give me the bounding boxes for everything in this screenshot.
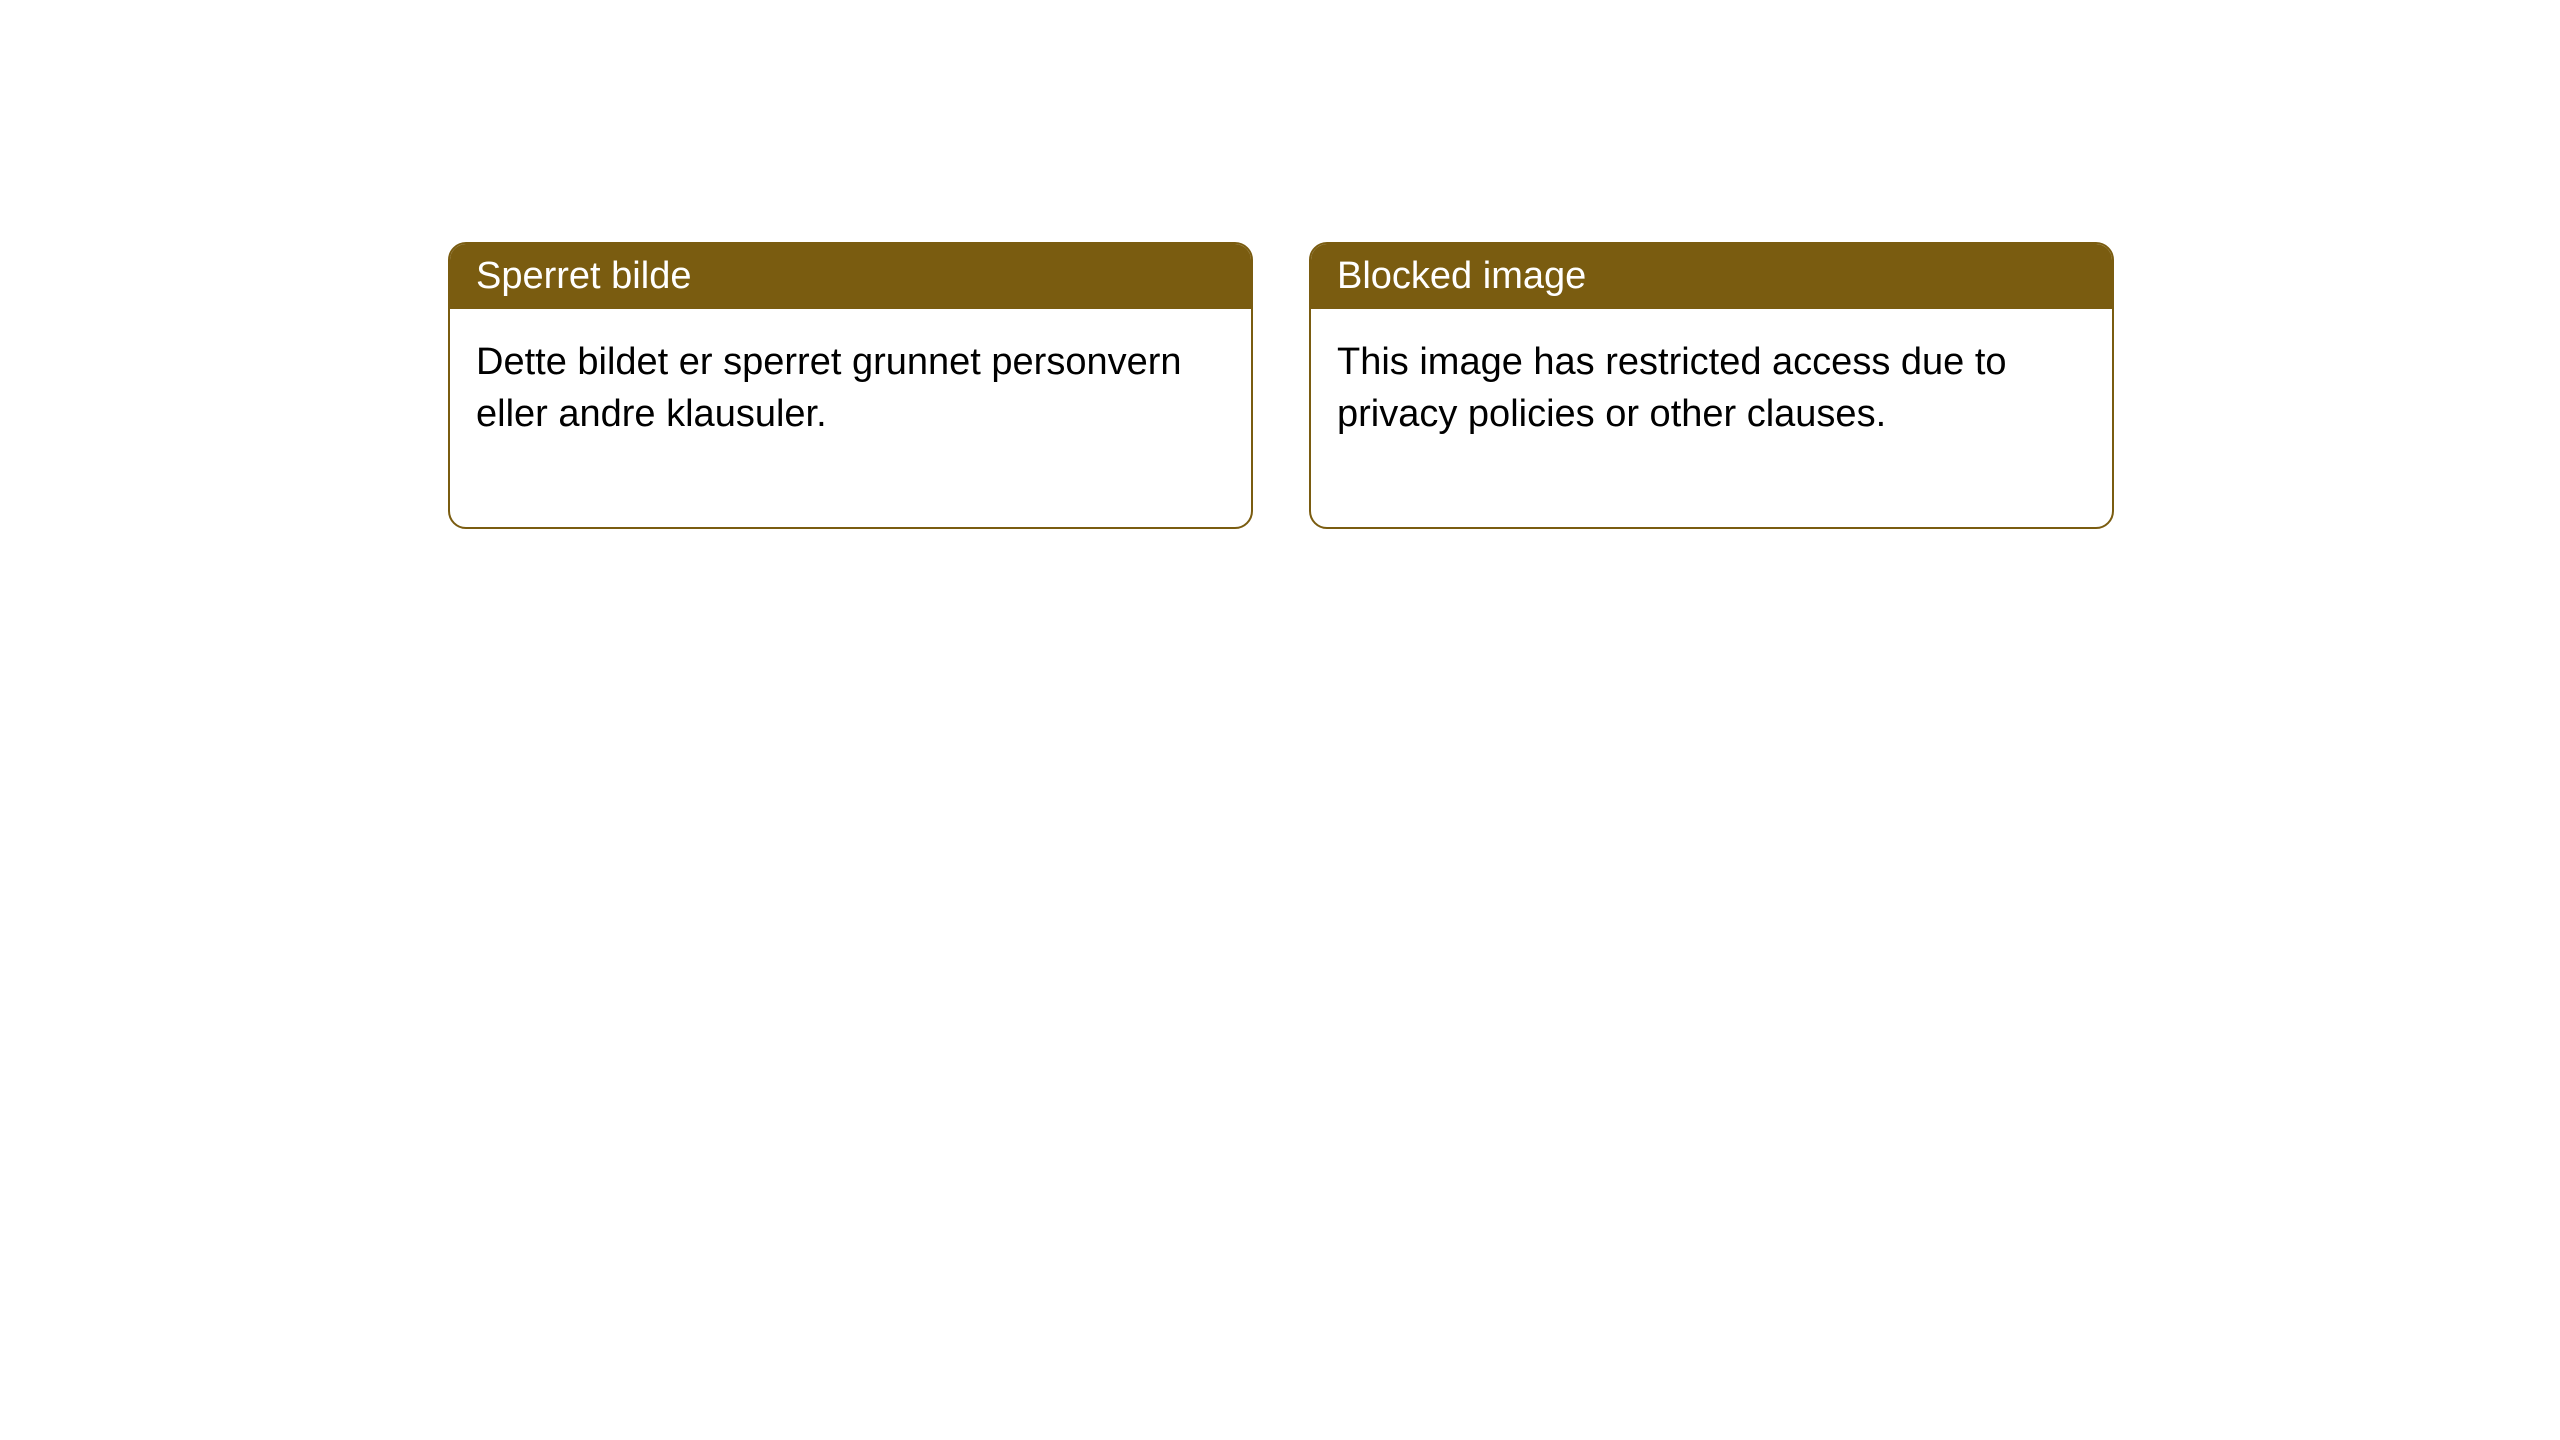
notice-container: Sperret bilde Dette bildet er sperret gr… — [0, 0, 2560, 529]
notice-card-english: Blocked image This image has restricted … — [1309, 242, 2114, 529]
notice-body-norwegian: Dette bildet er sperret grunnet personve… — [450, 309, 1251, 527]
notice-title-norwegian: Sperret bilde — [450, 244, 1251, 309]
notice-body-english: This image has restricted access due to … — [1311, 309, 2112, 527]
notice-title-english: Blocked image — [1311, 244, 2112, 309]
notice-card-norwegian: Sperret bilde Dette bildet er sperret gr… — [448, 242, 1253, 529]
